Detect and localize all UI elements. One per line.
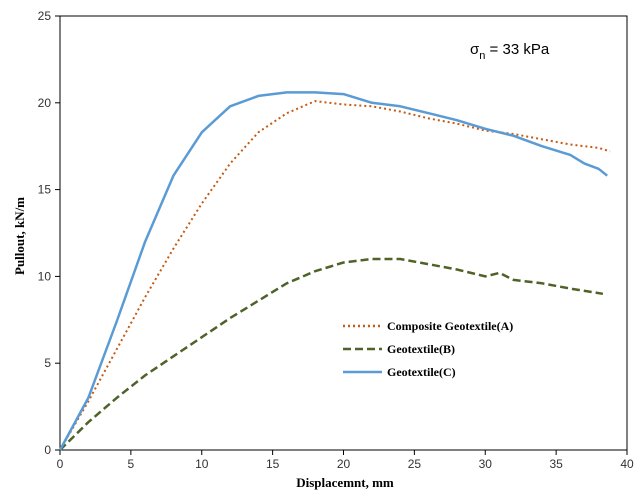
x-tick-label: 5 (128, 457, 135, 471)
legend: Composite Geotextile(A) Geotextile(B) Geot… (343, 319, 513, 379)
series-layer (58, 91, 611, 451)
sigma-annotation: σn = 33 kPa (470, 41, 550, 62)
legend-label-2: Geotextile(B) (387, 342, 455, 356)
sigma-value: = 33 kPa (485, 41, 549, 58)
x-tick-label: 40 (620, 457, 634, 471)
x-axis-title: Displacemnt, mm (296, 475, 394, 490)
y-tick-label: 25 (38, 9, 52, 23)
x-tick-label: 10 (195, 457, 209, 471)
x-axis-ticks: 0 5 10 15 20 25 30 35 40 (57, 450, 634, 471)
x-tick-label: 35 (549, 457, 563, 471)
y-tick-label: 5 (44, 356, 51, 370)
y-tick-label: 10 (38, 269, 52, 283)
x-tick-label: 30 (479, 457, 493, 471)
x-tick-label: 0 (57, 457, 64, 471)
plot-area (59, 15, 628, 451)
sigma-subscript: n (479, 50, 485, 62)
y-tick-label: 0 (44, 443, 51, 457)
legend-label-1: Composite Geotextile(A) (387, 319, 513, 333)
series-line-1 (59, 100, 611, 451)
x-tick-label: 15 (266, 457, 280, 471)
sigma-symbol: σ (470, 41, 480, 58)
series-line-2 (59, 257, 604, 451)
y-axis-ticks: 0 5 10 15 20 25 (38, 9, 60, 457)
y-tick-label: 20 (38, 96, 52, 110)
x-tick-label: 25 (408, 457, 422, 471)
x-tick-label: 20 (337, 457, 351, 471)
y-tick-label: 15 (38, 183, 52, 197)
y-axis-title: Pullout, kN/m (12, 197, 27, 275)
series-line-3 (58, 91, 608, 451)
plot-frame (59, 15, 628, 451)
legend-label-3: Geotextile(C) (387, 365, 456, 379)
